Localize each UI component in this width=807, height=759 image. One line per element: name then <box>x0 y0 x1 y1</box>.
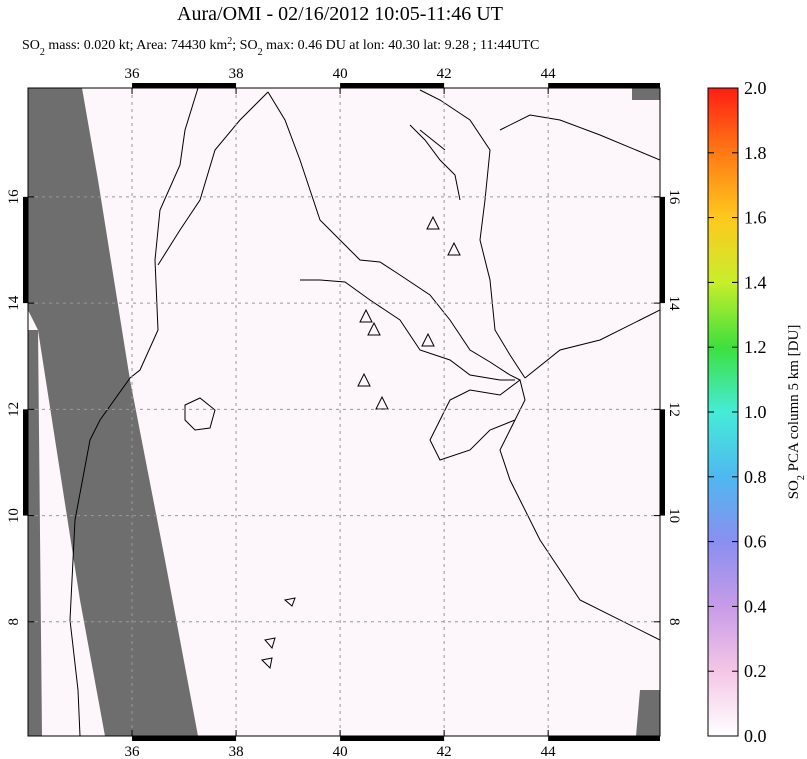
no-data-swath <box>28 88 198 736</box>
lon-tick-label: 44 <box>541 66 557 82</box>
coastline <box>524 309 660 379</box>
lon-tick-label: 40 <box>333 66 348 82</box>
frame-bar <box>132 83 237 88</box>
frame-bar <box>340 83 445 88</box>
subtitle-part: 2 <box>227 36 232 47</box>
colorbar-label-part: PCA column 5 km [DU] <box>786 325 802 475</box>
lat-tick-label: 8 <box>6 618 22 626</box>
lat-tick-label: 14 <box>666 296 682 312</box>
map-area <box>28 88 660 736</box>
frame-bar <box>548 83 660 88</box>
lat-tick-label: 10 <box>6 508 22 523</box>
lakes <box>260 597 296 670</box>
frame-bar <box>132 736 237 741</box>
subtitle-part: max: 0.46 DU at lon: 40.30 lat: 9.28 ; 1… <box>263 38 540 53</box>
lon-tick-label: 38 <box>229 744 244 759</box>
lat-tick-label: 10 <box>666 508 682 523</box>
lon-tick-label: 44 <box>541 744 557 759</box>
frame-bar <box>23 409 28 516</box>
border-line <box>499 419 660 641</box>
colorbar-tick-label: 2.0 <box>744 78 767 98</box>
lat-tick-label: 14 <box>6 295 22 311</box>
border-line <box>69 88 199 736</box>
colorbar-label: SO2 PCA column 5 km [DU] <box>786 325 807 500</box>
frame-bar <box>660 409 665 516</box>
colorbar-label-part: 2 <box>796 475 807 480</box>
colorbar-tick-label: 0.4 <box>744 596 767 616</box>
no-data-swath <box>632 88 660 100</box>
colorbar-label-part: SO <box>786 480 802 499</box>
colorbar-tick-label: 0.2 <box>744 661 767 681</box>
lon-tick-label: 38 <box>229 66 244 82</box>
subtitle-part: 2 <box>258 47 263 58</box>
lon-tick-label: 42 <box>437 66 452 82</box>
lat-tick-label: 16 <box>6 189 22 205</box>
frame-bar <box>548 736 660 741</box>
subtitle-part: mass: 0.020 kt; Area: 74430 km <box>45 38 227 53</box>
colorbar-tick-label: 0.0 <box>744 726 767 746</box>
colorbar-tick-label: 0.8 <box>744 467 767 487</box>
frame-bar <box>660 196 665 304</box>
lat-tick-label: 8 <box>666 618 682 626</box>
no-data-swath <box>636 690 660 736</box>
islands <box>409 124 461 201</box>
border-line <box>499 114 660 161</box>
colorbar-tick-label: 1.4 <box>744 272 767 292</box>
border-line <box>157 91 269 266</box>
frame-bar <box>340 736 445 741</box>
volcano-markers <box>357 215 461 410</box>
colorbar-tick-label: 1.2 <box>744 337 767 357</box>
subtitle-part: ; SO <box>232 38 257 53</box>
no-data-swath <box>28 330 42 736</box>
coastline <box>267 91 521 381</box>
lat-tick-label: 16 <box>666 189 682 205</box>
colorbar-tick-label: 0.6 <box>744 532 767 552</box>
subtitle-part: SO <box>22 38 40 53</box>
subtitle: SO2 mass: 0.020 kt; Area: 74430 km2; SO2… <box>22 36 539 58</box>
coastline <box>419 89 526 379</box>
border-line <box>300 279 515 381</box>
lake <box>184 397 216 431</box>
lon-tick-label: 36 <box>125 66 141 82</box>
lon-tick-label: 40 <box>333 744 348 759</box>
colorbar-tick-label: 1.6 <box>744 208 767 228</box>
frame-bar <box>23 196 28 304</box>
colorbar-tick-label: 1.8 <box>744 143 767 163</box>
coastline <box>429 379 526 461</box>
lat-tick-label: 12 <box>6 402 22 417</box>
colorbar-tick-label: 1.0 <box>744 402 767 422</box>
lon-tick-label: 42 <box>437 744 452 759</box>
title: Aura/OMI - 02/16/2012 10:05-11:46 UT <box>177 3 503 25</box>
lat-tick-label: 12 <box>666 402 682 417</box>
lon-tick-label: 36 <box>125 744 141 759</box>
subtitle-part: 2 <box>40 47 45 58</box>
